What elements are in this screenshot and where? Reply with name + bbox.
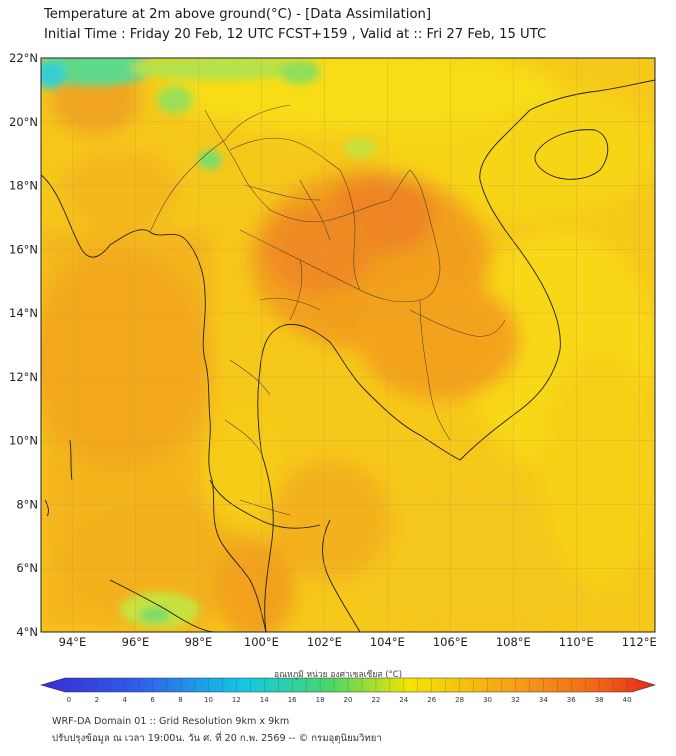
colorbar-tick-label: 6 bbox=[150, 696, 155, 704]
colorbar-tick-label: 4 bbox=[122, 696, 127, 704]
admin-borders bbox=[149, 104, 506, 516]
colorbar: 0 2 4 6 8 10 12 14 16 18 20 22 24 26 28 30 32 34 36 38 40 bbox=[39, 677, 657, 704]
lat-tick-label: 6°N bbox=[16, 561, 38, 575]
colorbar-title: อุณหภูมิ หน่วย องศาเซลเซียส (°C) bbox=[273, 670, 403, 680]
colorbar-tick-label: 38 bbox=[595, 696, 604, 704]
lat-tick-label: 20°N bbox=[9, 115, 38, 129]
longitude-labels: 94°E 96°E 98°E 100°E 102°E 104°E 106°E 108°E 110… bbox=[59, 635, 657, 649]
gridlines bbox=[41, 58, 655, 632]
colorbar-tick-label: 26 bbox=[427, 696, 436, 704]
lat-tick-label: 8°N bbox=[16, 497, 38, 511]
colorbar-tick-label: 14 bbox=[260, 696, 269, 704]
latitude-labels: 4°N 6°N 8°N 10°N 12°N 14°N 16°N 18°N 20°N 22°N bbox=[9, 51, 38, 639]
colorbar-tick-label: 8 bbox=[178, 696, 182, 704]
lat-tick-label: 10°N bbox=[9, 434, 38, 448]
map-title: Temperature at 2m above ground(°C) - [Da… bbox=[44, 7, 432, 22]
lat-tick-label: 22°N bbox=[9, 51, 38, 65]
colorbar-tick-label: 10 bbox=[204, 696, 213, 704]
lon-tick-label: 102°E bbox=[307, 635, 342, 649]
colorbar-tick-label: 12 bbox=[232, 696, 241, 704]
colorbar-tick-label: 34 bbox=[539, 696, 548, 704]
colorbar-ticks: 0 2 4 6 8 10 12 14 16 18 20 22 24 26 28 30 32 34 36 38 40 bbox=[67, 678, 632, 704]
lon-tick-label: 94°E bbox=[59, 635, 87, 649]
colorbar-tick-label: 24 bbox=[399, 696, 408, 704]
colorbar-tick-label: 20 bbox=[344, 696, 353, 704]
plot-frame bbox=[40, 57, 656, 633]
lat-tick-label: 12°N bbox=[9, 370, 38, 384]
lon-tick-label: 110°E bbox=[559, 635, 594, 649]
coastlines bbox=[41, 79, 655, 632]
footer-line-1: WRF-DA Domain 01 :: Grid Resolution 9km … bbox=[52, 716, 290, 727]
lon-tick-label: 100°E bbox=[244, 635, 279, 649]
colorbar-tick-label: 40 bbox=[623, 696, 632, 704]
colorbar-tick-label: 32 bbox=[511, 696, 520, 704]
colorbar-tick-label: 36 bbox=[567, 696, 576, 704]
lon-tick-label: 108°E bbox=[496, 635, 531, 649]
map-subtitle: Initial Time : Friday 20 Feb, 12 UTC FCS… bbox=[44, 27, 547, 42]
lat-tick-label: 14°N bbox=[9, 306, 38, 320]
colorbar-tick-label: 28 bbox=[455, 696, 464, 704]
footer-line-2: ปรับปรุงข้อมูล ณ เวลา 19:00น. วัน ศ. ที่… bbox=[52, 733, 382, 744]
lon-tick-label: 96°E bbox=[122, 635, 150, 649]
lon-tick-label: 98°E bbox=[185, 635, 213, 649]
colorbar-tick-label: 30 bbox=[483, 696, 492, 704]
colorbar-tick-label: 0 bbox=[67, 696, 71, 704]
colorbar-tick-label: 16 bbox=[288, 696, 297, 704]
temperature-field bbox=[41, 58, 655, 632]
lat-tick-label: 4°N bbox=[16, 625, 38, 639]
colorbar-tick-label: 2 bbox=[95, 696, 99, 704]
lat-tick-label: 16°N bbox=[9, 242, 38, 256]
colorbar-tick-label: 22 bbox=[371, 696, 380, 704]
lon-tick-label: 106°E bbox=[433, 635, 468, 649]
lat-tick-label: 18°N bbox=[9, 179, 38, 193]
colorbar-tick-label: 18 bbox=[316, 696, 325, 704]
lon-tick-label: 104°E bbox=[370, 635, 405, 649]
lon-tick-label: 112°E bbox=[622, 635, 657, 649]
